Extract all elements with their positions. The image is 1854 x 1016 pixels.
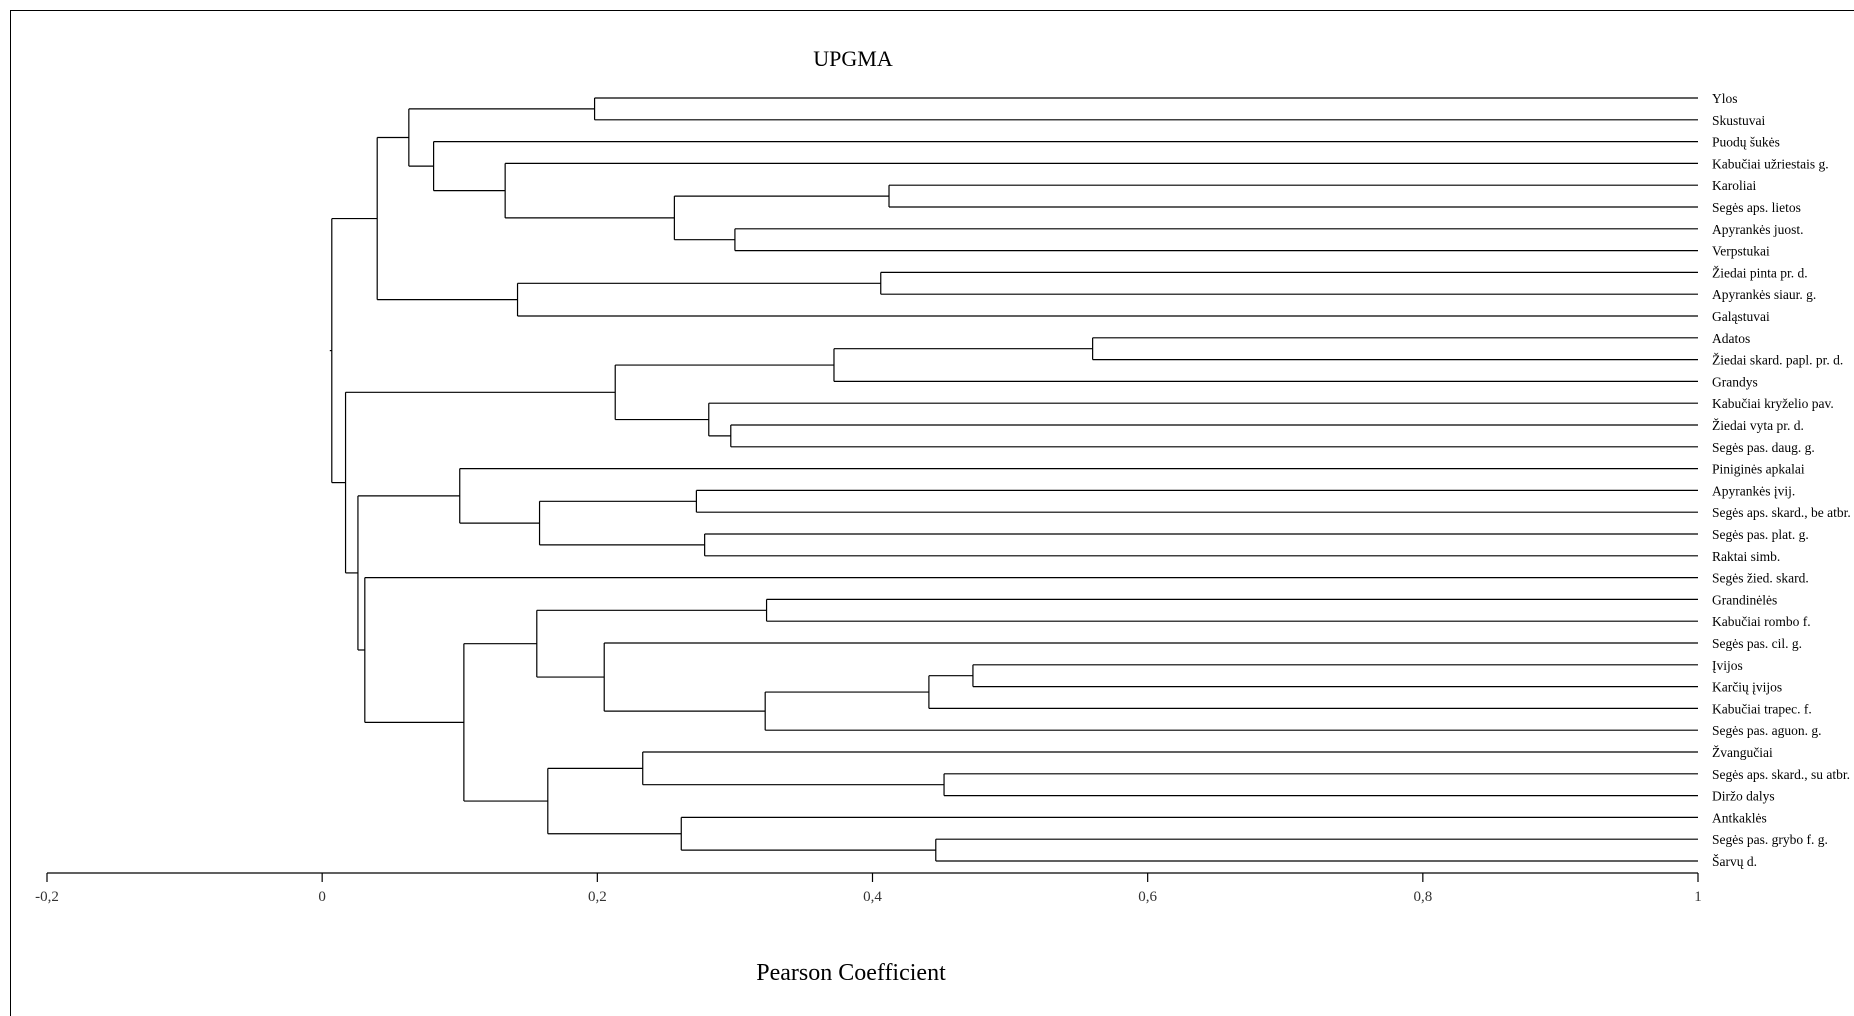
leaf-label: Karčių įvijos: [1712, 680, 1782, 695]
x-tick-label: 0,4: [863, 889, 882, 905]
leaf-label: Puodų šukės: [1712, 135, 1780, 150]
leaf-label: Grandinėlės: [1712, 592, 1777, 607]
x-tick-label: 1: [1694, 889, 1702, 905]
x-tick-label: 0,2: [588, 889, 607, 905]
leaf-label: Apyrankės juost.: [1712, 222, 1804, 237]
leaf-label: Ylos: [1712, 91, 1738, 106]
leaf-label: Raktai simb.: [1712, 549, 1780, 564]
leaf-label: Diržo dalys: [1712, 789, 1775, 804]
leaf-label: Segės aps. lietos: [1712, 200, 1801, 215]
leaf-label: Segės pas. daug. g.: [1712, 440, 1815, 455]
chart-title: UPGMA: [813, 46, 893, 71]
leaf-label: Piniginės apkalai: [1712, 462, 1805, 477]
x-axis: -0,2 0 0,2 0,4 0,6 0,8 1: [35, 872, 1702, 905]
x-tick-label: 0,8: [1413, 889, 1432, 905]
leaf-label: Karoliai: [1712, 178, 1756, 193]
leaf-label: Kabučiai užriestais g.: [1712, 156, 1829, 171]
x-tick-label: 0,6: [1138, 889, 1157, 905]
chart-frame: [10, 10, 1854, 1016]
leaf-label: Žvangučiai: [1712, 745, 1773, 760]
leaf-label: Segės aps. skard., be atbr.: [1712, 505, 1851, 520]
leaf-label: Žiedai vyta pr. d.: [1712, 418, 1804, 433]
leaf-label: Kabučiai kryželio pav.: [1712, 396, 1834, 411]
leaf-label: Segės žied. skard.: [1712, 571, 1809, 586]
leaf-label: Verpstukai: [1712, 244, 1770, 259]
leaf-label: Kabučiai trapec. f.: [1712, 701, 1812, 716]
leaf-label: Antkaklės: [1712, 810, 1767, 825]
leaf-label: Apyrankės siaur. g.: [1712, 287, 1816, 302]
leaf-label: Segės pas. cil. g.: [1712, 636, 1802, 651]
leaf-label: Kabučiai rombo f.: [1712, 614, 1811, 629]
leaf-label: Skustuvai: [1712, 113, 1766, 128]
dendrogram-branches: [329, 97, 1698, 862]
leaf-label: Šarvų d.: [1712, 854, 1757, 869]
leaf-label: Apyrankės įvij.: [1712, 483, 1795, 498]
x-axis-label: Pearson Coefficient: [756, 960, 946, 986]
leaf-label: Įvijos: [1712, 658, 1743, 673]
leaf-label: Adatos: [1712, 331, 1750, 346]
leaf-label: Segės pas. plat. g.: [1712, 527, 1809, 542]
leaf-labels: Ylos Skustuvai Puodų šukės Kabučiai užriest…: [1712, 91, 1851, 869]
x-tick-label: 0: [318, 889, 326, 905]
leaf-label: Segės aps. skard., su atbr.: [1712, 767, 1850, 782]
leaf-label: Segės pas. aguon. g.: [1712, 723, 1821, 738]
leaf-label: Segės pas. grybo f. g.: [1712, 832, 1828, 847]
leaf-label: Galąstuvai: [1712, 309, 1770, 324]
x-tick-label: -0,2: [35, 889, 59, 905]
leaf-label: Žiedai skard. papl. pr. d.: [1712, 353, 1843, 368]
leaf-label: Žiedai pinta pr. d.: [1712, 265, 1808, 280]
leaf-label: Grandys: [1712, 374, 1758, 389]
